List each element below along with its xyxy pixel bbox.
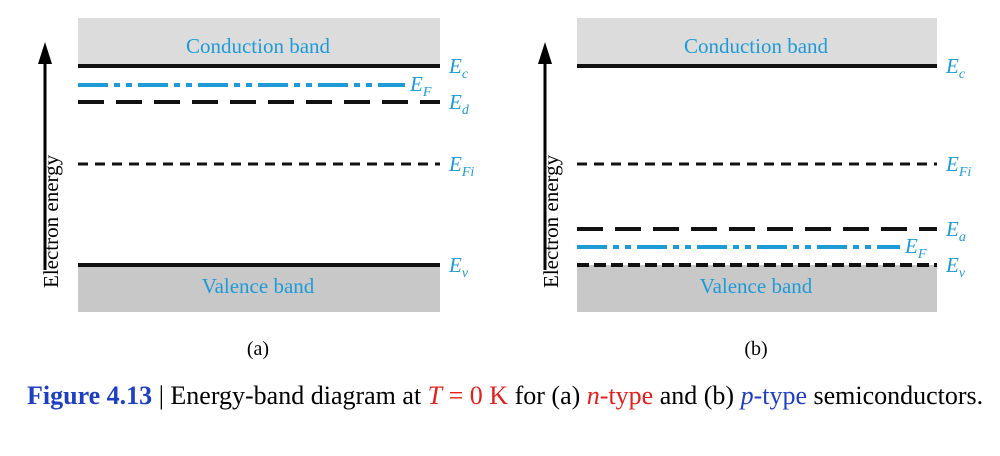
panel-a-ec-label: Ec <box>448 54 469 82</box>
figure-number: Figure 4.13 <box>27 381 153 410</box>
panel-a-ed-label: Ed <box>448 90 470 118</box>
panel-b-ea-label: Ea <box>945 217 966 245</box>
panel-a-valence-label: Valence band <box>202 274 315 298</box>
panel-b-ef-label: EF <box>904 234 927 262</box>
panel-b-conduction-label: Conduction band <box>684 34 829 58</box>
panel-b: Electron energy Conduction band Valence … <box>538 18 971 360</box>
figure-caption: Figure 4.13 | Energy-band diagram at T =… <box>27 378 987 413</box>
panel-b-conduction-band <box>577 18 937 65</box>
caption-p-symbol: p <box>740 381 754 410</box>
panel-b-axis-label: Electron energy <box>539 154 563 288</box>
caption-separator: | <box>152 381 171 410</box>
panel-b-ec-label: Ec <box>945 54 966 82</box>
caption-text-4: semiconductors. <box>806 381 984 410</box>
panel-a-conduction-band <box>78 18 440 65</box>
caption-text-1: Energy-band diagram at <box>170 381 428 410</box>
panel-a-energy-axis <box>38 42 52 270</box>
panel-a-efi-label: EFi <box>448 152 474 180</box>
panel-b-ev-label: Ev <box>945 253 966 281</box>
panel-b-energy-axis <box>538 42 552 270</box>
panel-b-sublabel: (b) <box>744 338 767 360</box>
caption-temperature-symbol: T <box>427 381 443 410</box>
panel-b-valence-label: Valence band <box>700 274 813 298</box>
panel-a-ef-label: EF <box>409 72 432 100</box>
panel-a: Electron energy Conduction band Valence … <box>38 18 474 360</box>
caption-text-3: and (b) <box>653 381 741 410</box>
caption-text-2: for (a) <box>508 381 587 410</box>
caption-p-type: -type <box>753 381 807 410</box>
arrow-up-icon <box>538 42 552 64</box>
panel-b-efi-label: EFi <box>945 152 971 180</box>
caption-temperature-value: = 0 K <box>442 381 509 410</box>
panel-a-conduction-label: Conduction band <box>186 34 331 58</box>
panel-a-valence-band <box>78 265 440 312</box>
panel-a-ev-label: Ev <box>448 253 469 281</box>
caption-n-symbol: n <box>586 381 600 410</box>
panel-b-valence-band <box>577 265 937 312</box>
panel-a-axis-label: Electron energy <box>39 154 63 288</box>
arrow-up-icon <box>38 42 52 64</box>
panel-a-sublabel: (a) <box>247 338 269 360</box>
caption-n-type: -type <box>599 381 654 410</box>
